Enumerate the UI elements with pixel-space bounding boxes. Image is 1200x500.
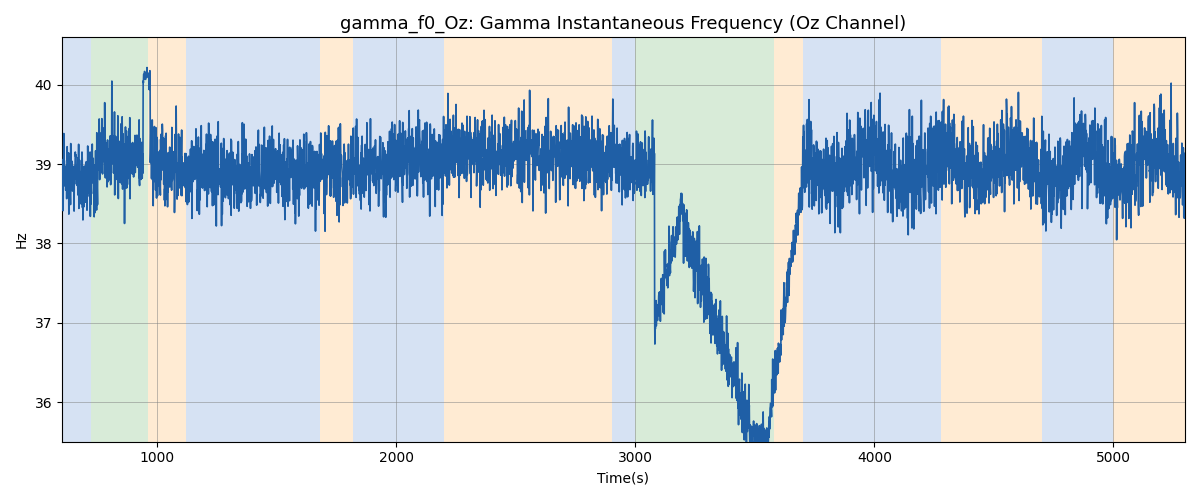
Bar <box>62 38 90 442</box>
Title: gamma_f0_Oz: Gamma Instantaneous Frequency (Oz Channel): gamma_f0_Oz: Gamma Instantaneous Frequen… <box>341 15 906 34</box>
Bar <box>320 38 354 442</box>
Bar <box>941 38 1042 442</box>
Bar <box>444 38 612 442</box>
Bar <box>1114 38 1184 442</box>
Bar <box>1042 38 1114 442</box>
Bar <box>635 38 774 442</box>
Bar <box>774 38 803 442</box>
X-axis label: Time(s): Time(s) <box>598 471 649 485</box>
Bar <box>803 38 941 442</box>
Y-axis label: Hz: Hz <box>14 230 29 248</box>
Bar <box>90 38 148 442</box>
Bar <box>186 38 320 442</box>
Bar <box>148 38 186 442</box>
Bar <box>354 38 444 442</box>
Bar <box>612 38 635 442</box>
